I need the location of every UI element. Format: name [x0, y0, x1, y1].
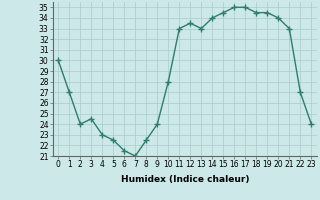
X-axis label: Humidex (Indice chaleur): Humidex (Indice chaleur)	[121, 175, 249, 184]
